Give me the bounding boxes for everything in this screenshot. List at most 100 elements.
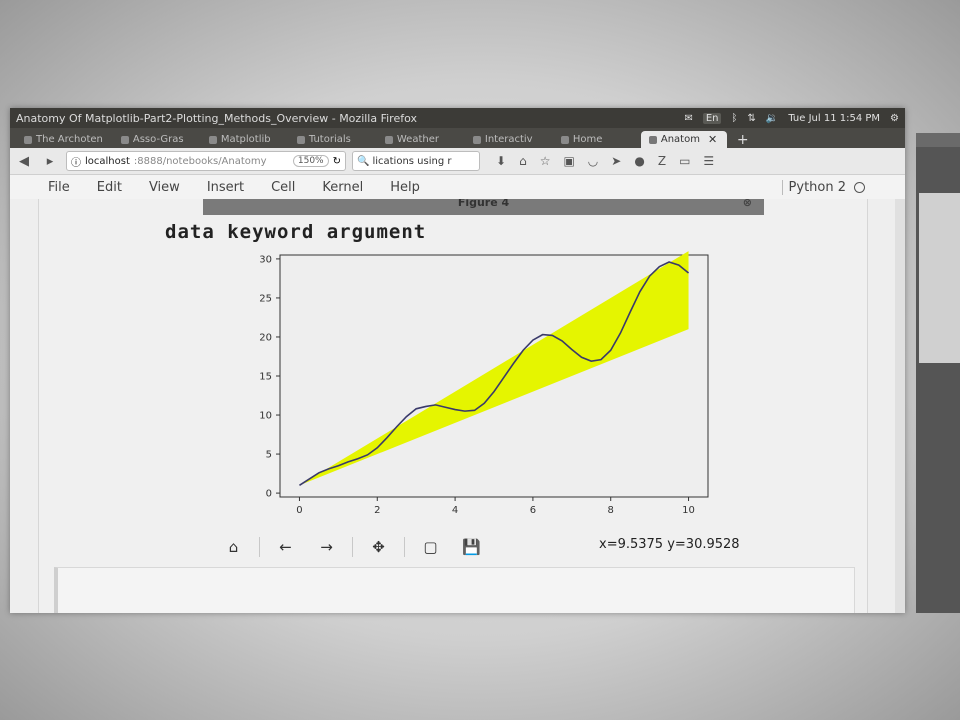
separator (404, 537, 405, 557)
tab-label: Matplotlib (220, 134, 271, 145)
x-tick-label: 6 (530, 505, 536, 516)
move-icon[interactable]: ✥ (372, 538, 385, 556)
y-tick-label: 20 (259, 332, 272, 343)
arrow-left-icon[interactable]: ← (279, 538, 292, 556)
home-icon[interactable]: ⌂ (228, 538, 239, 556)
tab-label: Asso-Gras (132, 134, 184, 145)
volume-icon[interactable]: 🔉 (765, 112, 779, 124)
pocket-icon[interactable]: ◡ (587, 154, 599, 168)
x-axis: 0 2 4 6 8 10 (296, 497, 695, 516)
send-icon[interactable]: ➤ (611, 154, 622, 168)
menu-kernel[interactable]: Kernel (322, 179, 364, 195)
new-tab-icon[interactable]: + (736, 132, 749, 148)
close-tab-icon[interactable]: ✕ (707, 133, 718, 146)
tab-3[interactable]: Matplotlib (201, 131, 287, 148)
kernel-status-icon (854, 181, 865, 193)
clipboard-icon[interactable]: ▣ (563, 154, 575, 168)
browser-window: Anatomy Of Matplotlib-Part2-Plotting_Met… (10, 108, 905, 613)
notebook-content: Figure 4 ⊗ 0 2 4 6 8 10 0 5 10 15 20 25 30 ⌂ ← → ✥ … (10, 199, 905, 613)
tab-6[interactable]: Interactiv (465, 131, 551, 148)
tab-1[interactable]: The Archoten (16, 131, 111, 148)
menu-edit[interactable]: Edit (96, 179, 122, 195)
figure-toolbar: ⌂ ← → ✥ ▢ 💾 (214, 536, 491, 558)
language-indicator[interactable]: En (702, 112, 722, 124)
reload-icon[interactable]: ↻ (332, 155, 341, 167)
zoom-indicator[interactable]: 150% (292, 155, 329, 167)
tab-2[interactable]: Asso-Gras (113, 131, 199, 148)
menu-file[interactable]: File (48, 179, 70, 195)
favicon-icon (384, 135, 393, 144)
system-tray: ✉ En ᛒ ⇅ 🔉 Tue Jul 11 1:54 PM ⚙ (684, 112, 899, 124)
favicon-icon (208, 135, 217, 144)
clock[interactable]: Tue Jul 11 1:54 PM (788, 112, 881, 124)
figure-title: Figure 4 (457, 199, 510, 209)
kernel-name: Python 2 (788, 179, 846, 195)
bluetooth-icon[interactable]: ᛒ (731, 112, 738, 124)
network-icon[interactable]: ⇅ (747, 112, 756, 124)
tab-7[interactable]: Home (553, 131, 639, 148)
separator (259, 537, 260, 557)
menu-icon[interactable]: ☰ (703, 154, 715, 168)
rectangle-zoom-icon[interactable]: ▢ (423, 538, 438, 556)
notebook-menubar: File Edit View Insert Cell Kernel Help P… (10, 175, 905, 200)
tab-8-active[interactable]: Anatom ✕ (640, 131, 727, 148)
menu-cell[interactable]: Cell (271, 179, 296, 195)
favicon-icon (24, 135, 32, 144)
screenshot-icon[interactable]: ▭ (679, 154, 691, 168)
url-bar[interactable]: ⓘ localhost:8888/notebooks/Anatomy 150% … (66, 151, 346, 171)
series-line (299, 261, 690, 486)
save-icon[interactable]: 💾 (462, 538, 481, 556)
favicon-icon (296, 135, 305, 144)
y-tick-label: 25 (259, 293, 272, 304)
separator (352, 537, 353, 557)
tab-label: Interactiv (484, 134, 533, 145)
tab-label: Home (572, 134, 603, 145)
nav-bar: ◀ ▸ ⓘ localhost:8888/notebooks/Anatomy 1… (10, 148, 905, 175)
search-bar[interactable]: 🔍 lications using r (352, 151, 480, 171)
data-line (299, 261, 690, 486)
markdown-cell[interactable] (54, 567, 855, 613)
info-icon[interactable]: ⓘ (71, 157, 81, 169)
y-tick-label: 30 (259, 254, 272, 265)
arrow-right-icon[interactable]: → (320, 538, 333, 556)
search-icon: 🔍 (357, 155, 370, 167)
y-tick-label: 0 (266, 489, 272, 500)
figure-header: Figure 4 ⊗ (203, 199, 764, 215)
markdown-heading: data keyword argument (165, 221, 427, 243)
figure-plot[interactable]: 0 2 4 6 8 10 0 5 10 15 20 25 30 (10, 199, 905, 529)
menu-view[interactable]: View (148, 179, 180, 195)
tab-label: Weather (396, 134, 439, 145)
extension-icon[interactable]: ● (634, 154, 645, 168)
background-window-content (919, 193, 960, 363)
zotero-icon[interactable]: Z (657, 154, 667, 168)
kernel-indicator: Python 2 (781, 179, 865, 195)
favicon-icon (648, 135, 657, 144)
figure-close-icon[interactable]: ⊗ (742, 199, 752, 209)
mail-icon[interactable]: ✉ (684, 112, 693, 124)
page-scrollbar[interactable] (895, 199, 905, 613)
url-path: :8888/notebooks/Anatomy (133, 155, 267, 167)
favicon-icon (560, 135, 569, 144)
x-tick-label: 10 (682, 505, 695, 516)
cursor-coordinates: x=9.5375 y=30.9528 (599, 537, 740, 552)
window-title: Anatomy Of Matplotlib-Part2-Plotting_Met… (16, 111, 418, 125)
y-axis: 0 5 10 15 20 25 30 (259, 254, 280, 500)
tab-4[interactable]: Tutorials (289, 131, 375, 148)
forward-icon[interactable]: ▸ (46, 153, 54, 169)
toolbar-icons: ⬇ ⌂ ☆ ▣ ◡ ➤ ● Z ▭ ☰ (496, 154, 714, 168)
back-icon[interactable]: ◀ (19, 153, 29, 169)
tab-label: Anatom (660, 134, 700, 145)
background-window (916, 133, 960, 613)
menu-help[interactable]: Help (390, 179, 420, 195)
tab-5[interactable]: Weather (377, 131, 463, 148)
tab-label: Tutorials (308, 134, 351, 145)
download-icon[interactable]: ⬇ (496, 154, 507, 168)
favicon-icon (472, 135, 481, 144)
home-icon[interactable]: ⌂ (519, 154, 527, 168)
x-tick-label: 8 (608, 505, 614, 516)
x-tick-label: 0 (296, 505, 302, 516)
bookmark-star-icon[interactable]: ☆ (539, 154, 551, 168)
menu-insert[interactable]: Insert (206, 179, 245, 195)
favicon-icon (120, 135, 129, 144)
settings-icon[interactable]: ⚙ (890, 112, 899, 124)
